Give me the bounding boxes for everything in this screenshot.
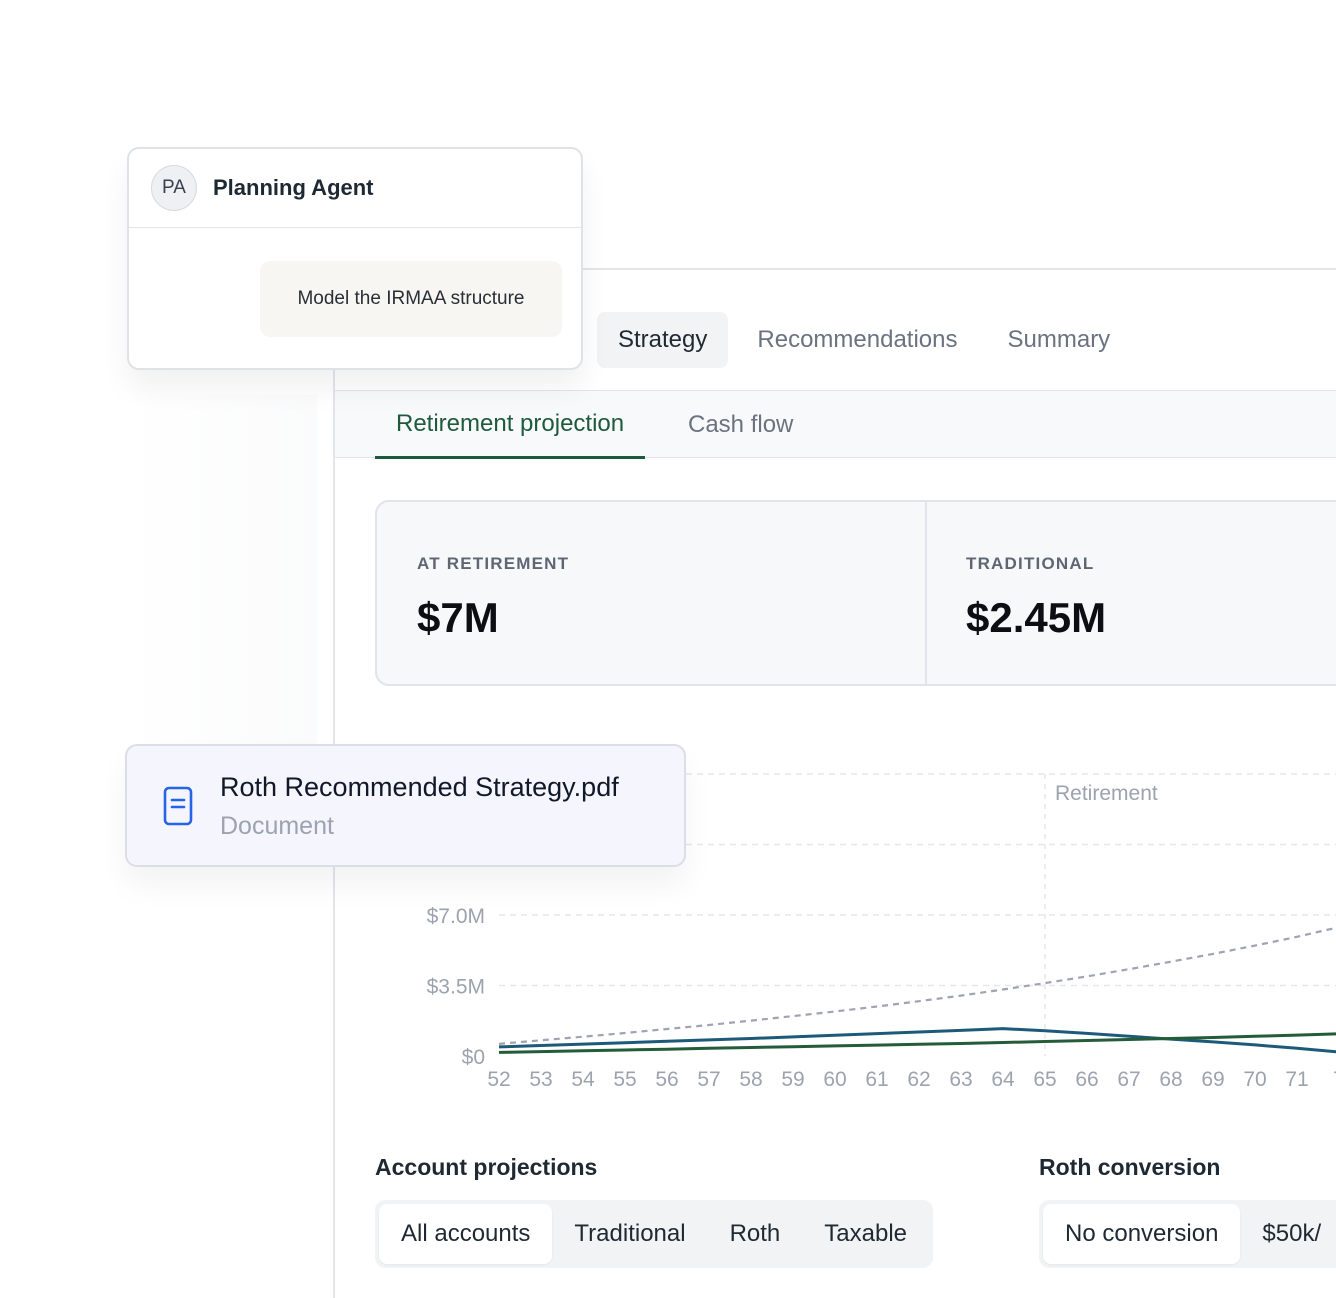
option-50k[interactable]: $50k/ [1262,1220,1322,1247]
panel-shadow [127,395,317,745]
agent-name: Planning Agent [213,175,374,200]
x-tick-label: 71 [1285,1068,1308,1091]
document-type: Document [220,812,334,840]
document-icon [163,786,193,826]
y-tick-label: $0 [462,1046,485,1069]
roth-conversion-title: Roth conversion [1039,1154,1221,1180]
stat-divider [925,502,927,684]
tab-cash-flow[interactable]: Cash flow [688,411,794,438]
account-projections-title: Account projections [375,1154,598,1180]
series-line-1 [498,1027,1336,1054]
stat-value: $7M [417,594,499,641]
option-all-accounts[interactable]: All accounts [379,1204,553,1264]
top-tab-bar: Strategy Recommendations Summary [597,312,1131,368]
sub-tab-bar: Retirement projection Cash flow [335,390,1336,459]
stat-label: AT RETIREMENT [417,554,570,573]
series-line-2 [498,1032,1336,1054]
chat-message: Model the IRMAA structure [260,261,562,337]
x-tick-label: 52 [487,1068,510,1091]
stat-value: $2.45M [966,594,1107,641]
x-tick-label: 59 [781,1068,804,1091]
x-tick-label: 56 [655,1068,678,1091]
chat-card: PA Planning Agent Model the IRMAA struct… [127,147,583,370]
x-tick-label: 64 [991,1068,1015,1091]
tab-recommendations[interactable]: Recommendations [757,326,958,353]
x-tick-label: 68 [1159,1068,1182,1091]
document-title: Roth Recommended Strategy.pdf [220,772,619,802]
projection-chart: Retirement $0 $3.5M $7.0M 52 53 54 55 56 57 58 59 60… [427,773,1336,1091]
tab-retirement-projection[interactable]: Retirement projection [375,391,646,459]
x-tick-label: 69 [1201,1068,1224,1091]
x-tick-label: 61 [865,1068,888,1091]
document-card[interactable]: Roth Recommended Strategy.pdf Document [125,744,686,867]
x-tick-label: 62 [907,1068,930,1091]
avatar: PA [151,165,197,211]
x-tick-label: 60 [823,1068,846,1091]
x-tick-label: 54 [571,1068,595,1091]
stats-card: AT RETIREMENT $7M TRADITIONAL $2.45M [375,500,1336,686]
x-tick-label: 53 [529,1068,552,1091]
tab-summary[interactable]: Summary [1007,326,1111,353]
tab-strategy[interactable]: Strategy [597,312,729,368]
option-traditional[interactable]: Traditional [574,1220,686,1247]
retirement-annotation: Retirement [1055,782,1158,805]
roth-conversion-selector: No conversion $50k/ [1039,1200,1336,1268]
option-roth[interactable]: Roth [729,1220,781,1247]
x-tick-label: 70 [1243,1068,1266,1091]
option-no-conversion[interactable]: No conversion [1043,1204,1241,1264]
account-projections-selector: All accounts Traditional Roth Taxable [375,1200,934,1268]
x-tick-label: 65 [1033,1068,1056,1091]
option-taxable[interactable]: Taxable [824,1220,908,1247]
y-tick-label: $7.0M [427,905,485,928]
x-tick-label: 57 [697,1068,720,1091]
x-tick-label: 7 [1333,1068,1336,1091]
stat-label: TRADITIONAL [966,554,1095,573]
x-tick-label: 55 [613,1068,636,1091]
chat-header: PA Planning Agent [129,149,581,228]
y-tick-label: $3.5M [427,976,485,999]
series-line-0 [498,926,1336,1045]
x-tick-label: 66 [1075,1068,1098,1091]
x-tick-label: 63 [949,1068,972,1091]
x-tick-label: 67 [1117,1068,1140,1091]
x-tick-label: 58 [739,1068,762,1091]
